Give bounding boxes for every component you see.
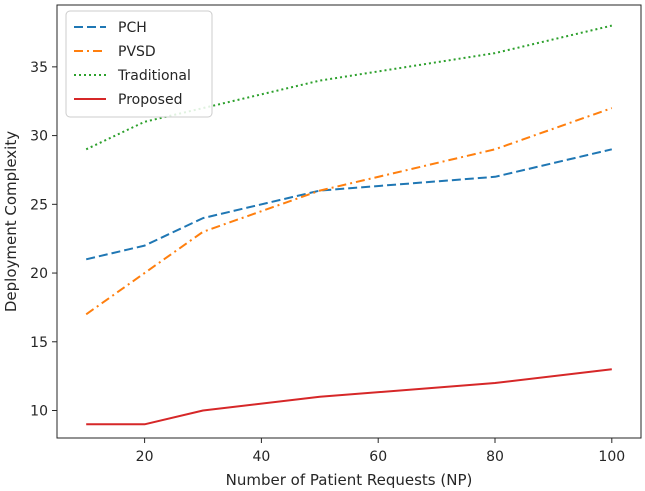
- legend-label-pch: PCH: [118, 20, 147, 36]
- legend-label-traditional: Traditional: [117, 68, 191, 84]
- legend-label-pvsd: PVSD: [118, 44, 156, 60]
- x-axis-label: Number of Patient Requests (NP): [226, 471, 473, 489]
- y-tick-label: 35: [30, 60, 48, 76]
- series-line-proposed: [86, 368, 612, 426]
- legend-box: [65, 10, 213, 118]
- y-tick-label: 20: [30, 266, 48, 282]
- series-line-pch: [85, 148, 613, 261]
- y-axis: 10 15 20 25 30 35: [30, 60, 57, 420]
- legend-label-proposed: Proposed: [118, 92, 182, 108]
- x-tick-label: 100: [598, 449, 625, 465]
- y-tick-label: 15: [30, 335, 48, 351]
- plot-frame: [56, 4, 642, 439]
- x-tick-label: 60: [369, 449, 387, 465]
- x-tick-label: 40: [252, 449, 270, 465]
- series-line-pvsd: [85, 107, 613, 316]
- y-axis-label: Deployment Complexity: [2, 131, 20, 312]
- y-tick-label: 25: [30, 197, 48, 213]
- y-tick-label: 10: [30, 404, 48, 420]
- x-tick-label: 80: [486, 449, 504, 465]
- y-tick-label: 30: [30, 129, 48, 145]
- legend: PCH PVSD Traditional Proposed: [65, 10, 213, 118]
- series-layer: [85, 24, 613, 426]
- x-axis: 20 40 60 80 100: [136, 438, 625, 465]
- series-line-traditional: [85, 24, 613, 151]
- x-tick-label: 20: [136, 449, 154, 465]
